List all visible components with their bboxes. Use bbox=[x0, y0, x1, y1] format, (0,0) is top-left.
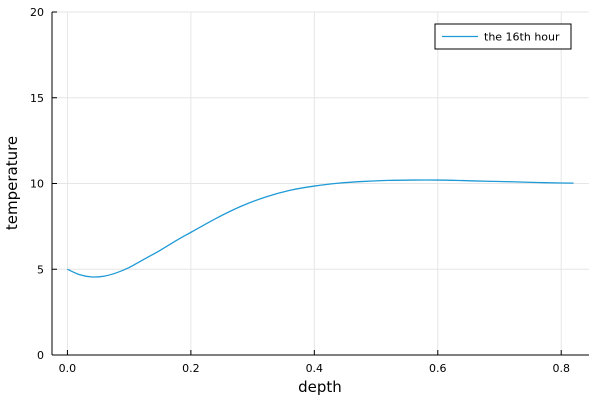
legend: the 16th hour bbox=[434, 23, 572, 50]
legend-label: the 16th hour bbox=[484, 31, 560, 44]
x-tick-label: 0.8 bbox=[552, 362, 570, 375]
series bbox=[67, 179, 574, 278]
y-tick-label: 0 bbox=[37, 349, 44, 362]
x-tick-label: 0.6 bbox=[429, 362, 447, 375]
y-axis-title: temperature bbox=[3, 136, 21, 230]
y-tick-label: 10 bbox=[30, 178, 44, 191]
y-tick-label: 20 bbox=[30, 6, 44, 19]
grid bbox=[52, 11, 589, 356]
x-tick-label: 0.0 bbox=[59, 362, 77, 375]
x-tick-label: 0.4 bbox=[306, 362, 324, 375]
y-tick-label: 5 bbox=[37, 263, 44, 276]
ticks: 0.0 0.2 0.4 0.6 0.8 0 5 10 15 20 bbox=[30, 6, 570, 375]
x-tick-label: 0.2 bbox=[182, 362, 200, 375]
series-line bbox=[67, 179, 574, 278]
x-axis-title: depth bbox=[298, 378, 342, 396]
y-tick-label: 15 bbox=[30, 92, 44, 105]
